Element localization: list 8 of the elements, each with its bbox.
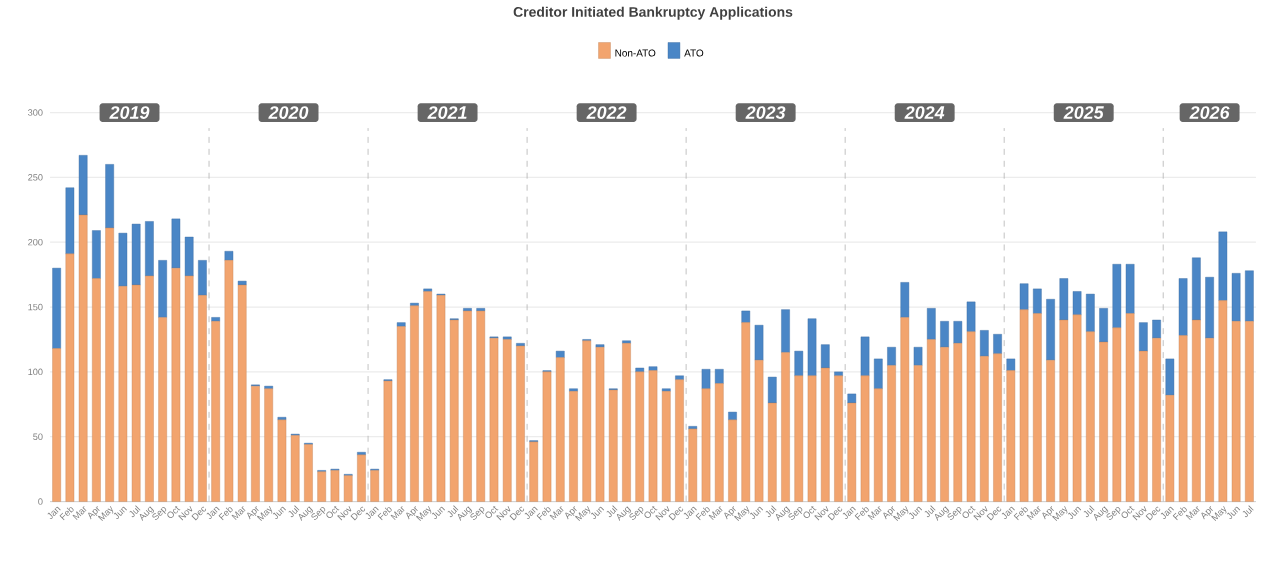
annotation: 2019 xyxy=(109,106,150,120)
annotation: 2021 xyxy=(427,106,467,120)
annotation: 2024 xyxy=(904,106,945,120)
annotation: 2026 xyxy=(1189,106,1230,120)
annotation: 2025 xyxy=(1063,106,1104,120)
annotation: 2022 xyxy=(586,106,627,120)
annotation: 2020 xyxy=(268,106,309,120)
annotation: 2023 xyxy=(745,106,786,120)
